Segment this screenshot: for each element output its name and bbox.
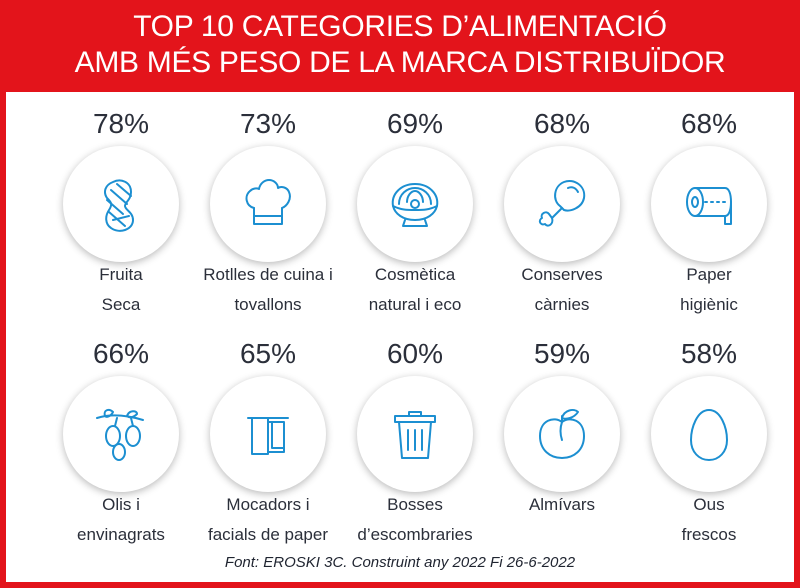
category-label-line-2: frescos: [681, 525, 737, 544]
percentage-label: 69%: [386, 108, 444, 139]
percentage-label: 65%: [239, 338, 297, 369]
category-item-fruita-seca: 78% Fruita Seca: [46, 92, 196, 322]
icon-circle: [210, 146, 326, 262]
category-label-line-1: Rotlles de cuina i: [203, 265, 333, 284]
percentage-label: 78%: [92, 108, 150, 139]
category-label-line-2: envinagrats: [77, 525, 165, 544]
category-label-line-1: Paper: [686, 265, 732, 284]
icon-circle: [357, 146, 473, 262]
title-line-1: TOP 10 CATEGORIES D’ALIMENTACIÓ: [133, 10, 667, 43]
category-item-olis: 66% Olis i envinagrats: [46, 322, 196, 552]
category-label: Almívars: [479, 490, 645, 520]
toilet-paper-icon: [686, 187, 732, 225]
towel-icon: [247, 417, 289, 455]
icon-circle: [210, 376, 326, 492]
category-label: Olis i envinagrats: [38, 490, 204, 550]
icon-circle: [504, 376, 620, 492]
drumstick-icon: [538, 180, 586, 227]
category-label-line-1: Cosmètica: [374, 265, 456, 284]
icon-circle: [651, 146, 767, 262]
category-label: Cosmètica natural i eco: [332, 260, 498, 320]
title-line-2: AMB MÉS PESO DE LA MARCA DISTRIBUÏDOR: [74, 46, 726, 79]
category-item-almivars: 59% Almívars: [487, 322, 637, 552]
peanut-icon: [104, 179, 134, 232]
oyster-pearl-icon: [391, 183, 439, 227]
category-label-line-1: Olis i: [102, 495, 140, 514]
category-label-line-1: Mocadors i: [226, 495, 310, 514]
percentage-label: 68%: [680, 108, 738, 139]
category-label-line-1: Ous: [693, 495, 725, 514]
icon-circle: [357, 376, 473, 492]
category-label: Conserves càrnies: [479, 260, 645, 320]
trash-bin-icon: [394, 411, 436, 459]
category-label-line-2: tovallons: [234, 295, 302, 314]
category-label-line-2: càrnies: [534, 295, 590, 314]
percentage-label: 58%: [680, 338, 738, 369]
peach-icon: [539, 409, 585, 459]
category-label-line-2: natural i eco: [368, 295, 462, 314]
category-label-line-2: facials de paper: [207, 525, 329, 544]
category-label: Mocadors i facials de paper: [185, 490, 351, 550]
category-label-line-2: Seca: [101, 295, 141, 314]
olives-icon: [96, 408, 144, 461]
percentage-label: 68%: [533, 108, 591, 139]
category-item-paper-higienic: 68% Paper higiènic: [634, 92, 784, 322]
egg-icon: [690, 409, 728, 461]
icon-circle: [63, 376, 179, 492]
category-item-conserves: 68% Conserves càrnies: [487, 92, 637, 322]
category-item-rotlles: 73% Rotlles de cuina i tovallons: [193, 92, 343, 322]
category-label: Fruita Seca: [38, 260, 204, 320]
category-label-line-2: higiènic: [680, 295, 738, 314]
category-label: Rotlles de cuina i tovallons: [185, 260, 351, 320]
icon-circle: [63, 146, 179, 262]
category-grid: 78% Fruita Seca 73% Rotlles de cuina i t…: [0, 92, 800, 552]
percentage-label: 60%: [386, 338, 444, 369]
category-item-ous: 58% Ous frescos: [634, 322, 784, 552]
category-label: Ous frescos: [626, 490, 792, 550]
icon-circle: [651, 376, 767, 492]
category-label: Bosses d’escombraries: [332, 490, 498, 550]
chef-hat-icon: [245, 179, 291, 225]
category-label-line-1: Fruita: [99, 265, 143, 284]
percentage-label: 73%: [239, 108, 297, 139]
category-label-line-1: Conserves: [521, 265, 603, 284]
percentage-label: 59%: [533, 338, 591, 369]
category-item-bosses: 60% Bosses d’escombraries: [340, 322, 490, 552]
category-label-line-1: Bosses: [387, 495, 443, 514]
title-banner: TOP 10 CATEGORIES D’ALIMENTACIÓ AMB MÉS …: [0, 0, 800, 92]
category-label-line-2: d’escombraries: [357, 525, 473, 544]
category-item-cosmetica: 69% Cosmètica natural i eco: [340, 92, 490, 322]
percentage-label: 66%: [92, 338, 150, 369]
source-note: Font: EROSKI 3C. Construint any 2022 Fi …: [224, 554, 576, 571]
category-label: Paper higiènic: [626, 260, 792, 320]
category-item-mocadors: 65% Mocadors i facials de paper: [193, 322, 343, 552]
category-label-line-1: Almívars: [528, 495, 596, 514]
icon-circle: [504, 146, 620, 262]
